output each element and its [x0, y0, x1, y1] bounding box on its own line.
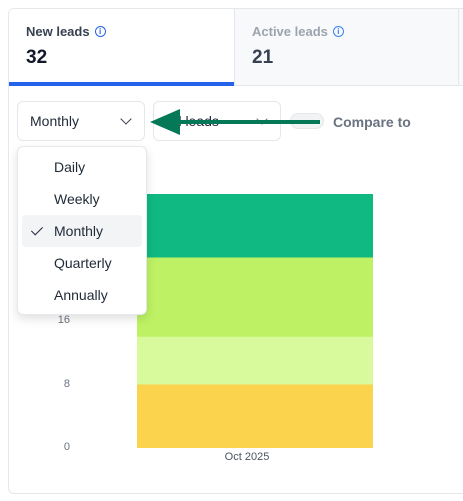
menu-item-weekly[interactable]: Weekly — [22, 183, 142, 215]
menu-item-label: Monthly — [54, 223, 104, 239]
tab-new-leads-label: New leads — [26, 24, 90, 39]
chevron-down-icon — [120, 113, 132, 125]
menu-item-label: Quarterly — [54, 255, 112, 271]
tab-new-leads[interactable]: New leads i 32 — [9, 9, 234, 86]
menu-item-label: Annually — [54, 287, 108, 303]
annotation-arrow-icon — [150, 109, 320, 135]
tab-active-leads-label: Active leads — [252, 24, 328, 39]
period-select-value: Monthly — [30, 113, 80, 129]
info-icon[interactable]: i — [332, 26, 344, 37]
y-tick-label: 8 — [63, 377, 70, 390]
menu-item-label: Weekly — [54, 191, 100, 207]
period-select[interactable]: Monthly — [17, 101, 145, 141]
info-icon[interactable]: i — [94, 26, 106, 37]
tab-more[interactable] — [458, 9, 463, 86]
period-dropdown-menu: Daily Weekly Monthly Quarterly Annually — [17, 146, 147, 315]
compare-label: Compare to — [333, 114, 411, 130]
tab-new-leads-value: 32 — [26, 47, 48, 68]
tab-active-leads-value: 21 — [252, 47, 274, 68]
y-tick-label: 0 — [63, 441, 70, 453]
x-tick-label: Oct 2025 — [224, 451, 270, 463]
y-tick-label: 16 — [57, 314, 70, 326]
menu-item-daily[interactable]: Daily — [22, 151, 142, 183]
menu-item-annually[interactable]: Annually — [22, 279, 142, 311]
check-icon — [30, 223, 44, 236]
menu-item-label: Daily — [54, 159, 86, 175]
menu-item-quarterly[interactable]: Quarterly — [22, 247, 142, 279]
tab-active-leads[interactable]: Active leads i 21 — [234, 9, 458, 86]
tab-bar: New leads i 32 Active leads i 21 — [9, 9, 463, 86]
menu-item-monthly[interactable]: Monthly — [22, 215, 142, 247]
